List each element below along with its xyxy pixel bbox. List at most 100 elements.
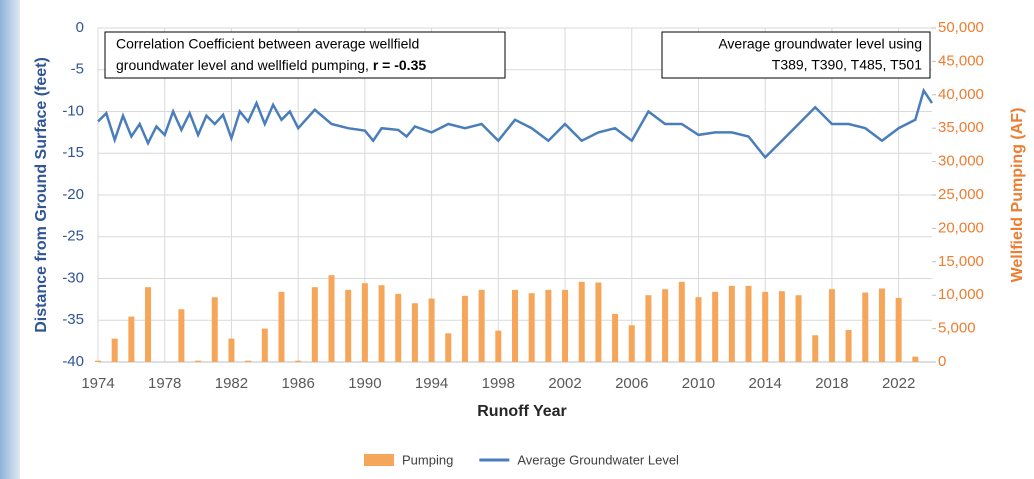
bar [728,285,735,362]
bar [411,303,418,362]
y2-tick-label: 15,000 [938,253,984,270]
bar [678,281,685,362]
bar [311,287,318,362]
bar [578,281,585,362]
line [97,87,934,160]
x-tick-label: 1978 [148,375,181,392]
x-tick-label: 1998 [482,375,515,392]
y-tick-label: -20 [62,186,84,203]
bar [562,289,569,362]
y2-tick-label: 35,000 [938,119,984,136]
bar [762,291,769,362]
annotation-text: groundwater level and wellfield pumping, [116,57,373,73]
y2-tick-label: 50,000 [938,19,984,36]
bar [128,316,135,362]
bar [111,338,118,362]
annotation-text: Correlation Coefficient between average … [116,36,419,52]
bar [778,291,785,362]
bar [712,291,719,362]
legend-label: Pumping [402,452,453,467]
y2-tick-label: 0 [938,353,946,370]
bar [445,333,452,362]
x-tick-label: 2014 [749,375,782,392]
y-tick-label: -5 [71,61,84,78]
bar [695,297,702,362]
bar [828,289,835,362]
annotation-text: T389, T390, T485, T501 [772,57,922,73]
y-tick-label: 0 [76,19,84,36]
x-axis-title: Runoff Year [477,403,567,420]
bar [95,360,101,362]
bar [328,275,335,362]
y-tick-label: -40 [62,353,84,370]
bar [195,360,202,362]
x-tick-label: 1986 [281,375,314,392]
bar [862,292,869,362]
y2-tick-label: 5,000 [938,320,976,337]
bar [545,289,552,362]
legend-label: Average Groundwater Level [517,452,679,467]
y2-tick-label: 30,000 [938,153,984,170]
bar [595,282,602,362]
x-tick-label: 2010 [682,375,715,392]
bar [612,313,619,362]
x-tick-label: 2006 [615,375,648,392]
bar [645,295,652,362]
bar [395,293,402,362]
bar [878,288,885,362]
bar [261,328,268,362]
y2-axis-title: Wellfield Pumping (AF) [1009,108,1026,283]
bar [845,329,852,362]
y-tick-label: -15 [62,144,84,161]
bar [178,309,185,362]
annotation-text: groundwater level and wellfield pumping,… [116,57,426,73]
bar [361,283,368,362]
x-tick-label: 1994 [415,375,448,392]
bar [495,330,502,362]
y2-tick-label: 40,000 [938,86,984,103]
y-axis-title: Distance from Ground Surface (feet) [33,57,50,333]
bar [745,285,752,362]
legend-swatch [364,454,394,466]
y-tick-label: -30 [62,269,84,286]
bar [228,338,235,362]
y-tick-label: -10 [62,102,84,119]
y2-tick-label: 20,000 [938,219,984,236]
x-tick-label: 2002 [548,375,581,392]
annotation-box [661,31,931,79]
bar [428,298,435,362]
bar [245,360,252,362]
bar [278,291,285,362]
bar [628,325,635,362]
annotation-bold: r = -0.35 [373,57,427,73]
y2-tick-label: 25,000 [938,186,984,203]
y-tick-label: -35 [62,311,84,328]
bar [662,289,669,362]
y-tick-label: -25 [62,228,84,245]
annotation-box [104,31,506,79]
annotation-text: Average groundwater level using [718,36,922,52]
bar [812,335,819,362]
bar [795,295,802,362]
x-tick-label: 1974 [81,375,114,392]
bar [461,295,468,362]
x-tick-label: 1990 [348,375,381,392]
x-tick-label: 2018 [815,375,848,392]
bar [345,289,352,362]
bar [895,297,902,362]
chart-background [20,0,1034,479]
bar [211,297,218,362]
x-tick-label: 1982 [215,375,248,392]
x-tick-label: 2022 [882,375,915,392]
bar [378,285,385,362]
bar [478,289,485,362]
bar [912,356,919,362]
y2-tick-label: 45,000 [938,52,984,69]
bar [512,289,518,362]
bar [528,293,535,362]
bar [295,360,302,362]
bar [145,287,152,362]
y2-tick-label: 10,000 [938,286,984,303]
